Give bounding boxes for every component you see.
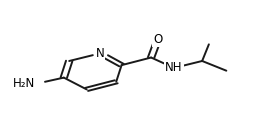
Text: N: N: [96, 47, 104, 60]
Text: H₂N: H₂N: [13, 77, 36, 90]
Text: NH: NH: [165, 61, 183, 74]
Text: O: O: [153, 33, 163, 46]
